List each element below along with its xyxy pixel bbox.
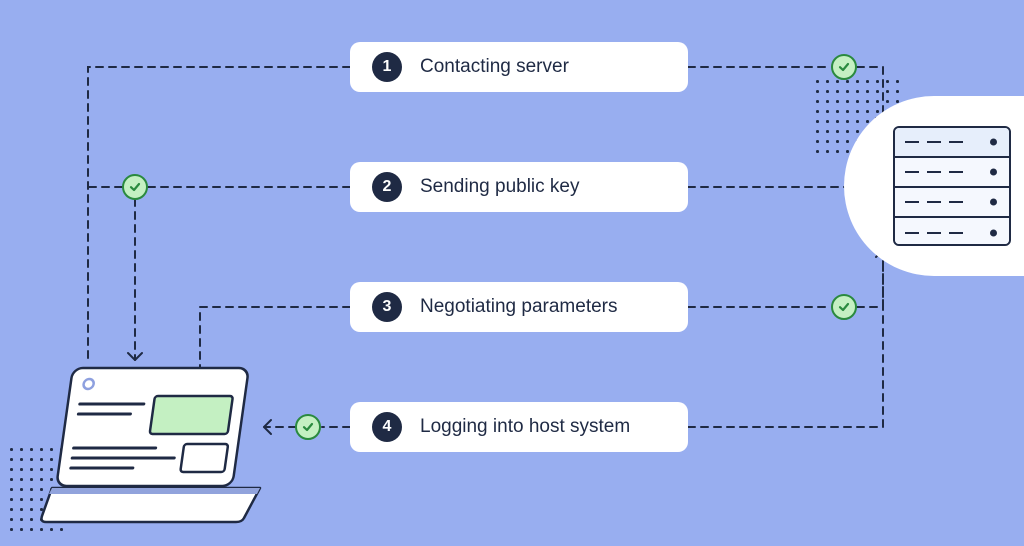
connector-c1-left <box>88 67 350 360</box>
connector-c4-right <box>688 250 883 427</box>
server-icon <box>893 126 1011 246</box>
check-icon <box>831 54 857 80</box>
step-box-3: 3 Negotiating parameters <box>350 282 688 332</box>
laptop-icon <box>38 360 268 530</box>
step-label: Sending public key <box>420 176 580 198</box>
step-label: Logging into host system <box>420 416 630 438</box>
check-icon <box>295 414 321 440</box>
check-icon <box>831 294 857 320</box>
server-card <box>844 96 1024 276</box>
step-label: Contacting server <box>420 56 569 78</box>
step-number-badge: 1 <box>372 52 402 82</box>
step-number-badge: 2 <box>372 172 402 202</box>
step-box-2: 2 Sending public key <box>350 162 688 212</box>
step-box-4: 4 Logging into host system <box>350 402 688 452</box>
diagram-stage: 1 Contacting server 2 Sending public key 3 Ne… <box>0 0 1024 546</box>
step-label: Negotiating parameters <box>420 296 618 318</box>
step-number-badge: 3 <box>372 292 402 322</box>
step-number-badge: 4 <box>372 412 402 442</box>
step-box-1: 1 Contacting server <box>350 42 688 92</box>
check-icon <box>122 174 148 200</box>
connector-c3-up <box>857 250 883 307</box>
